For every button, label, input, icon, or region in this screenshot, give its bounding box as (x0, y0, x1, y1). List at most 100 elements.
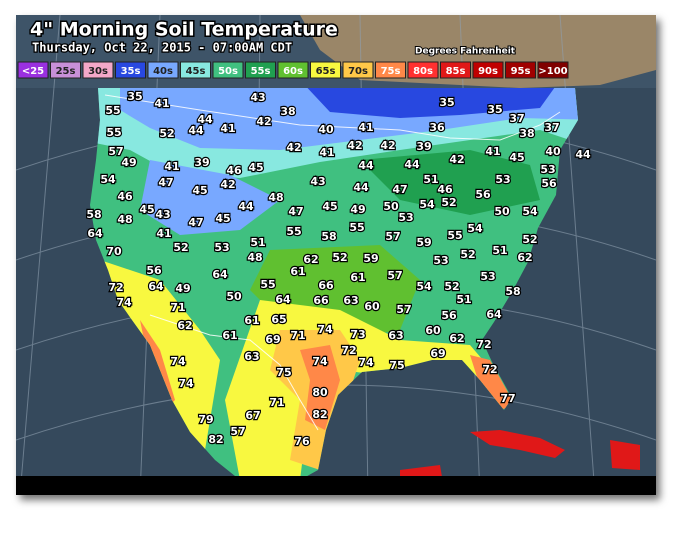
station-temp: 50 (494, 205, 510, 218)
legend-swatch (180, 61, 211, 79)
station-temp: 51 (423, 173, 438, 186)
station-temp: 41 (154, 97, 169, 110)
station-temp: 51 (250, 236, 265, 249)
station-temp: 63 (388, 329, 403, 342)
station-temp: 42 (380, 139, 395, 152)
legend-label: 65s (316, 66, 336, 77)
station-temp: 41 (358, 121, 373, 134)
station-temp: 53 (480, 270, 495, 283)
legend-label: 75s (381, 66, 401, 77)
legend-label: 35s (121, 66, 141, 77)
station-temp: 80 (312, 386, 328, 399)
station-temp: 37 (509, 112, 524, 125)
station-temp: 55 (447, 229, 462, 242)
legend-swatch (342, 61, 374, 79)
station-temp: 45 (248, 161, 263, 174)
station-temp: 44 (188, 124, 204, 137)
station-temp: 46 (437, 183, 453, 196)
legend-swatch (82, 61, 114, 79)
station-temp: 48 (117, 213, 132, 226)
station-temp: 53 (214, 241, 229, 254)
station-temp: 61 (244, 314, 259, 327)
station-temp: 56 (475, 188, 491, 201)
station-temp: 75 (276, 366, 291, 379)
station-temp: 73 (350, 328, 365, 341)
station-temp: 48 (268, 191, 283, 204)
station-temp: 79 (198, 413, 213, 426)
station-temp: 42 (286, 141, 301, 154)
station-temp: 63 (244, 350, 259, 363)
station-temp: 51 (456, 293, 471, 306)
station-temp: 62 (303, 253, 318, 266)
station-temp: 61 (222, 329, 237, 342)
legend-swatch (245, 61, 276, 79)
station-temp: 42 (449, 153, 464, 166)
station-temp: 55 (260, 278, 275, 291)
legend-swatch (115, 61, 146, 79)
station-temp: 52 (159, 127, 174, 140)
station-temp: 66 (313, 294, 329, 307)
station-temp: 49 (175, 282, 190, 295)
legend-swatch (472, 61, 504, 79)
station-temp: 76 (294, 435, 310, 448)
station-temp: 71 (170, 301, 185, 314)
station-temp: 64 (87, 227, 103, 240)
legend-swatch (407, 61, 439, 79)
station-temp: 62 (449, 332, 464, 345)
legend-swatch (147, 61, 179, 79)
station-temp: 58 (505, 285, 520, 298)
station-temp: 75 (389, 359, 404, 372)
station-temp: 45 (322, 200, 337, 213)
station-temp: 69 (430, 347, 445, 360)
station-temp: 53 (398, 211, 413, 224)
station-temp: 58 (86, 208, 101, 221)
legend-swatch (440, 61, 471, 79)
station-temp: 82 (208, 433, 223, 446)
hispaniola (610, 440, 640, 470)
station-temp: 52 (173, 241, 188, 254)
title: 4" Morning Soil Temperature (30, 19, 338, 41)
station-temp: 72 (341, 344, 356, 357)
cuba (470, 430, 565, 458)
station-temp: 60 (425, 324, 441, 337)
station-temp: 74 (116, 296, 132, 309)
bottom-bar (16, 476, 656, 495)
station-temp: 45 (192, 184, 207, 197)
station-temp: 42 (347, 139, 362, 152)
legend-label: <25 (22, 66, 44, 77)
station-temp: 64 (212, 268, 228, 281)
station-temp: 50 (383, 200, 399, 213)
station-temp: 58 (321, 230, 336, 243)
station-temp: 72 (108, 281, 123, 294)
station-temp: 63 (343, 294, 358, 307)
station-temp: 54 (416, 280, 432, 293)
station-temp: 41 (220, 122, 235, 135)
station-temp: 44 (197, 113, 213, 126)
station-temp: 52 (444, 280, 459, 293)
station-temp: 40 (318, 123, 334, 136)
legend-label: 90s (478, 66, 498, 77)
station-temp: 56 (441, 309, 457, 322)
station-temp: 47 (392, 183, 407, 196)
station-temp: 38 (519, 127, 534, 140)
station-temp: 57 (108, 145, 123, 158)
station-temp: 39 (416, 140, 431, 153)
station-temp: 56 (146, 264, 162, 277)
station-temp: 55 (106, 126, 121, 139)
station-temp: 55 (105, 104, 120, 117)
station-temp: 62 (177, 319, 192, 332)
legend-swatch (17, 61, 49, 79)
station-temp: 74 (312, 355, 328, 368)
units: Degrees Fahrenheit (415, 47, 516, 57)
legend-swatch (277, 61, 309, 79)
legend-swatch (537, 61, 569, 79)
legend-label: 70s (348, 66, 368, 77)
station-temp: 57 (387, 269, 402, 282)
station-temp: 52 (522, 233, 537, 246)
station-temp: 74 (317, 323, 333, 336)
station-temp: 62 (517, 251, 532, 264)
station-temp: 54 (467, 222, 483, 235)
legend-label: >100 (538, 66, 567, 77)
station-temp: 42 (220, 178, 235, 191)
